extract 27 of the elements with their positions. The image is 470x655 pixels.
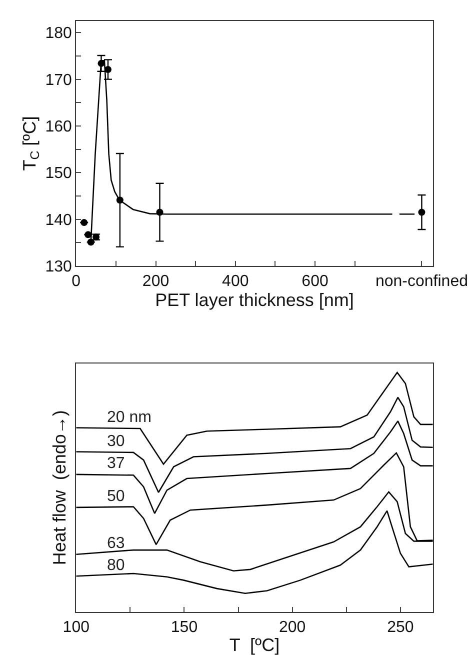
x-axis-title: T [ºC]	[229, 635, 280, 655]
x-axis-title: PET layer thickness [nm]	[155, 290, 354, 310]
x-tick-label: 250	[387, 618, 414, 636]
y-axis-title: Heat flow (endo→)	[49, 410, 70, 566]
x-tick-label: 400	[222, 273, 249, 290]
x-tick-label: 150	[170, 618, 198, 636]
y-tick-label: 130	[45, 258, 72, 276]
series-label: 80	[107, 557, 125, 574]
y-tick-label: 150	[45, 165, 72, 182]
point	[80, 219, 88, 226]
y-tick-label: 140	[45, 212, 72, 229]
series-label: 63	[107, 535, 125, 552]
point	[104, 66, 112, 73]
x-tick-label: 200	[142, 273, 170, 290]
x-tick-label: non-confined	[375, 273, 468, 290]
series-label: 37	[107, 455, 125, 472]
y-tick-label: 160	[45, 118, 72, 136]
y-tick-label: 180	[45, 25, 72, 42]
x-tick-label: 0	[72, 273, 81, 290]
y-tick-label: 170	[45, 72, 72, 89]
series-label: 50	[107, 488, 125, 505]
x-tick-label: 200	[278, 618, 306, 636]
point	[418, 208, 426, 216]
x-tick-label: 600	[302, 273, 328, 290]
x-tick-label: 100	[62, 618, 90, 636]
series-label: 30	[107, 433, 125, 450]
series-label: 20 nm	[107, 409, 152, 426]
